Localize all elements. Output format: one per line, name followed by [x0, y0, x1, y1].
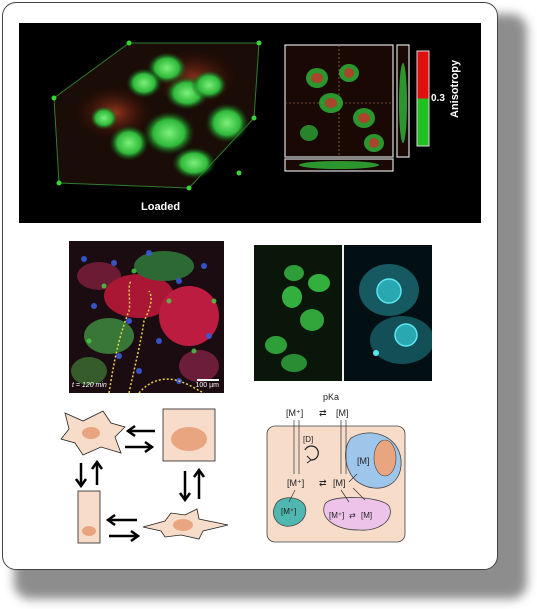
tissue-timelapse-image: t = 120 min 100 µm — [69, 241, 224, 393]
scale-bar: 100 µm — [195, 379, 220, 389]
pink-exchange-arrow: ⇄ — [349, 511, 356, 520]
cell — [143, 111, 195, 155]
green-nuclei — [265, 265, 330, 372]
mid-right-species: [M] — [333, 478, 346, 488]
flux-arrows — [288, 420, 366, 503]
top-exchange-arrow: ⇄ — [319, 408, 327, 418]
scale-label: 100 µm — [195, 382, 220, 389]
cell-morphology-cycle — [60, 408, 229, 544]
cell — [191, 70, 227, 100]
vessel-outline — [108, 280, 152, 393]
anisotropy-colorbar — [416, 50, 430, 147]
cell — [126, 68, 162, 98]
mid-left-species: [M⁺] — [287, 478, 304, 488]
nucleus — [373, 439, 397, 477]
xy-cells — [300, 64, 384, 152]
transition-arrows — [74, 424, 206, 543]
pka-label: pKa — [323, 392, 339, 402]
top-right-species: [M] — [336, 408, 349, 418]
anisotropy-axis-label: Anisotropy — [449, 59, 461, 118]
dual-channel-image — [254, 245, 432, 381]
cell — [172, 147, 216, 179]
cell — [90, 106, 118, 130]
nucleus — [173, 519, 193, 531]
colorbar-threshold-label: 0.3 — [431, 93, 445, 104]
mid-exchange-arrow: ⇄ — [319, 478, 327, 488]
nucleus — [82, 526, 96, 536]
cell-volume-render — [51, 40, 430, 191]
time-label: t = 120 min — [72, 382, 107, 389]
pink-right-species: [M] — [361, 511, 372, 520]
blue-compartment-species: [M] — [357, 456, 370, 466]
nucleus — [82, 427, 100, 439]
recycle-icon — [304, 445, 319, 461]
pink-compartment — [323, 497, 391, 531]
box-corner-markers — [51, 40, 262, 191]
anisotropy-3d-panel: Loaded 0.3 Anisotropy — [19, 23, 481, 223]
tissue-render — [69, 241, 224, 393]
loaded-label: Loaded — [141, 201, 181, 213]
teal-compartment-species: [M⁺] — [281, 507, 296, 516]
cell — [205, 103, 249, 143]
teal-compartment — [273, 497, 307, 527]
drug-label: [D] — [303, 435, 313, 444]
figure-card: Loaded 0.3 Anisotropy — [2, 2, 498, 570]
top-left-species: [M⁺] — [286, 408, 303, 418]
pink-left-species: [M⁺] — [329, 511, 344, 520]
pka-compartment-model: pKa [M⁺] ⇄ [M] [M] [M⁺] [M⁺] ⇄ [M] [D] [… — [266, 392, 406, 543]
nucleus — [171, 427, 207, 451]
cell — [109, 125, 149, 161]
dual-channel-render — [254, 245, 432, 381]
cyan-cells — [359, 264, 432, 364]
